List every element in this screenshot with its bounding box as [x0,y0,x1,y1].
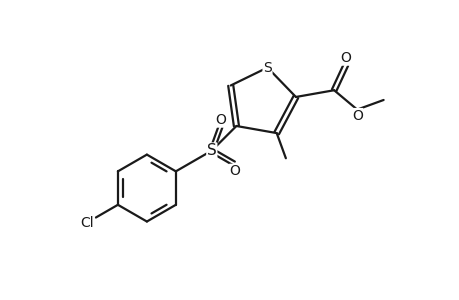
Text: O: O [340,51,351,65]
Text: S: S [207,143,216,158]
Text: Cl: Cl [80,215,94,230]
Text: O: O [351,109,362,123]
Text: S: S [263,61,271,74]
Text: O: O [215,113,225,127]
Text: O: O [229,164,240,178]
